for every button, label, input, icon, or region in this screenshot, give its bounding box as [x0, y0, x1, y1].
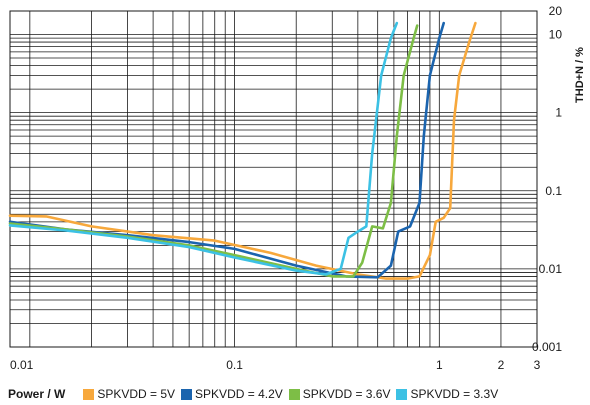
legend-label-4-2v: SPKVDD = 4.2V	[195, 387, 283, 401]
series-line-3	[8, 21, 399, 276]
series-line-0	[8, 21, 477, 280]
y-tick-label: 1	[555, 106, 562, 120]
x-tick-label: 1	[436, 358, 443, 372]
legend-item-4-2v: SPKVDD = 4.2V	[181, 387, 283, 401]
legend-item-5v: SPKVDD = 5V	[83, 387, 175, 401]
y-tick-labels: 0.001 0.01 0.1 1 10 20	[532, 4, 562, 354]
thd-vs-power-chart: 0.01 0.1 1 2 3 0.001 0.01 0.1 1 10 20 THD+N / %	[8, 4, 586, 372]
series-line-1	[8, 21, 445, 279]
legend-item-3-3v: SPKVDD = 3.3V	[396, 387, 498, 401]
legend-swatch-5v	[83, 388, 95, 400]
x-axis-label: Power / W	[8, 387, 66, 401]
x-tick-label: 0.01	[10, 358, 34, 372]
legend-label-3-6v: SPKVDD = 3.6V	[302, 387, 391, 401]
y-tick-label: 10	[549, 28, 563, 42]
x-tick-label: 3	[534, 358, 541, 372]
y-axis-label: THD+N / %	[574, 47, 586, 103]
legend-label-5v: SPKVDD = 5V	[97, 387, 176, 401]
plot-frame	[9, 10, 538, 348]
grid-lines	[9, 10, 538, 348]
legend-item-3-6v: SPKVDD = 3.6V	[288, 387, 391, 401]
series-line-2	[8, 24, 419, 278]
legend-swatch-4-2v	[181, 388, 193, 400]
x-tick-label: 0.1	[226, 358, 243, 372]
y-tick-label: 0.1	[545, 184, 562, 198]
legend-label-3-3v: SPKVDD = 3.3V	[410, 387, 499, 401]
x-tick-label: 2	[498, 358, 505, 372]
y-tick-label: 0.01	[539, 262, 563, 276]
data-series	[8, 21, 477, 280]
legend-swatch-3-3v	[396, 388, 408, 400]
x-tick-labels: 0.01 0.1 1 2 3	[10, 358, 541, 372]
y-tick-label: 0.001	[532, 340, 562, 354]
legend-swatch-3-6v	[288, 388, 300, 400]
legend: Power / W SPKVDD = 5V SPKVDD = 4.2V SPKV…	[8, 387, 504, 401]
y-tick-label: 20	[549, 4, 563, 18]
